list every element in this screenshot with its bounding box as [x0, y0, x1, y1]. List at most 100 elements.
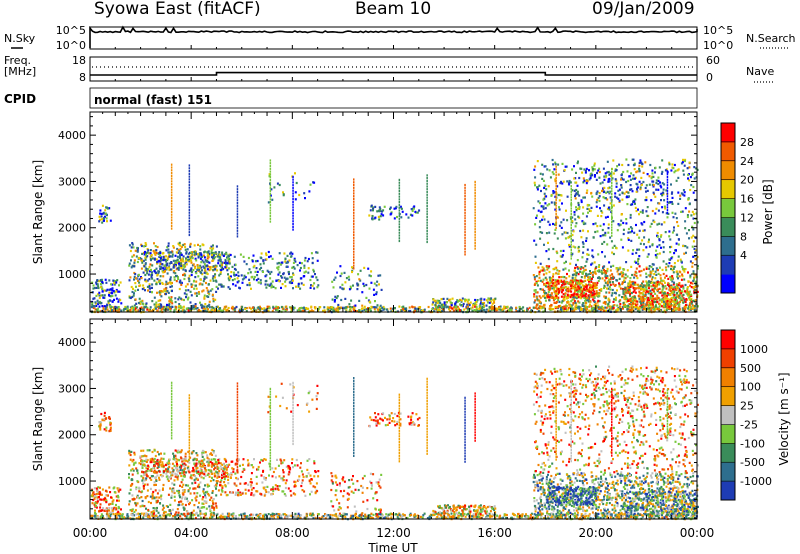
- echo-cell: [567, 236, 570, 239]
- echo-cell: [188, 195, 191, 198]
- echo-cell: [542, 198, 545, 201]
- echo-cell: [656, 253, 659, 256]
- echo-cell: [316, 278, 319, 282]
- echo-cell: [280, 286, 282, 289]
- echo-cell: [574, 218, 577, 221]
- echo-cell: [164, 283, 167, 286]
- echo-cell: [588, 280, 590, 283]
- echo-cell: [544, 296, 546, 299]
- echo-cell: [691, 265, 694, 268]
- echo-cell: [611, 307, 614, 310]
- echo-cell: [95, 281, 98, 284]
- echo-cell: [675, 285, 678, 289]
- echo-cell: [621, 191, 624, 194]
- echo-cell: [198, 283, 201, 286]
- echo-cell: [648, 306, 651, 310]
- echo-cell: [368, 214, 371, 217]
- echo-cell: [600, 215, 603, 218]
- echo-cell: [575, 181, 578, 184]
- echo-cell: [233, 307, 236, 310]
- echo-cell: [684, 268, 687, 271]
- echo-cell: [589, 276, 592, 279]
- echo-cell: [290, 307, 293, 310]
- echo-cell: [426, 235, 428, 238]
- echo-cell: [608, 300, 611, 304]
- echo-cell: [588, 169, 590, 172]
- echo-cell: [651, 302, 654, 305]
- echo-cell: [643, 305, 646, 308]
- echo-cell: [563, 261, 566, 265]
- echo-cell: [376, 280, 379, 283]
- echo-cell: [164, 270, 166, 273]
- echo-cell: [619, 266, 622, 269]
- echo-cell: [565, 297, 568, 300]
- echo-cell: [99, 294, 102, 297]
- echo-cell: [570, 237, 572, 241]
- echo-cell: [398, 209, 401, 212]
- echo-cell: [686, 246, 689, 249]
- echo-cell: [692, 240, 695, 243]
- echo-cell: [685, 232, 688, 235]
- echo-cell: [576, 291, 579, 294]
- echo-cell: [353, 253, 355, 256]
- echo-cell: [379, 207, 382, 211]
- echo-cell: [556, 251, 559, 255]
- echo-cell: [568, 282, 571, 285]
- echo-cell: [675, 296, 677, 299]
- echo-cell: [183, 272, 186, 275]
- echo-cell: [613, 298, 616, 301]
- echo-cell: [662, 188, 665, 191]
- echo-cell: [693, 166, 696, 169]
- echo-cell: [601, 242, 604, 245]
- echo-cell: [694, 258, 697, 261]
- echo-cell: [431, 303, 434, 306]
- echo-cell: [178, 262, 180, 265]
- echo-cell: [641, 300, 643, 303]
- echo-cell: [228, 287, 231, 290]
- noise-ytick-top: 10^5: [56, 24, 86, 37]
- echo-cell: [689, 274, 692, 277]
- echo-cell: [556, 216, 559, 219]
- echo-cell: [648, 299, 651, 302]
- echo-cell: [658, 291, 661, 294]
- echo-cell: [97, 301, 100, 304]
- echo-cell: [575, 295, 578, 298]
- echo-cell: [651, 269, 654, 272]
- echo-cell: [172, 246, 175, 249]
- echo-cell: [638, 309, 641, 312]
- echo-cell: [540, 210, 543, 213]
- echo-cell: [600, 307, 603, 310]
- echo-cell: [668, 307, 671, 311]
- echo-cell: [148, 283, 151, 286]
- echo-cell: [554, 195, 557, 198]
- echo-cell: [593, 292, 596, 296]
- echo-cell: [375, 306, 378, 309]
- echo-cell: [595, 205, 598, 208]
- echo-cell: [671, 196, 674, 199]
- echo-cell: [689, 260, 692, 263]
- echo-cell: [170, 261, 173, 264]
- echo-cell: [556, 288, 559, 291]
- echo-cell: [166, 289, 169, 293]
- echo-cell: [556, 260, 559, 263]
- echo-cell: [170, 298, 173, 301]
- echo-cell: [676, 299, 678, 302]
- echo-cell: [617, 197, 620, 200]
- echo-cell: [120, 302, 123, 305]
- echo-cell: [539, 296, 542, 299]
- echo-cell: [383, 205, 386, 208]
- echo-cell: [265, 252, 267, 255]
- echo-cell: [293, 306, 296, 309]
- echo-cell: [363, 305, 366, 308]
- echo-cell: [686, 215, 689, 219]
- echo-cell: [588, 294, 591, 297]
- echo-cell: [646, 290, 649, 293]
- echo-cell: [396, 215, 398, 219]
- echo-cell: [159, 254, 162, 257]
- echo-cell: [681, 273, 684, 276]
- echo-cell: [154, 245, 157, 248]
- echo-cell: [380, 310, 383, 313]
- echo-cell: [577, 300, 580, 303]
- echo-cell: [641, 211, 644, 214]
- echo-cell: [215, 305, 218, 309]
